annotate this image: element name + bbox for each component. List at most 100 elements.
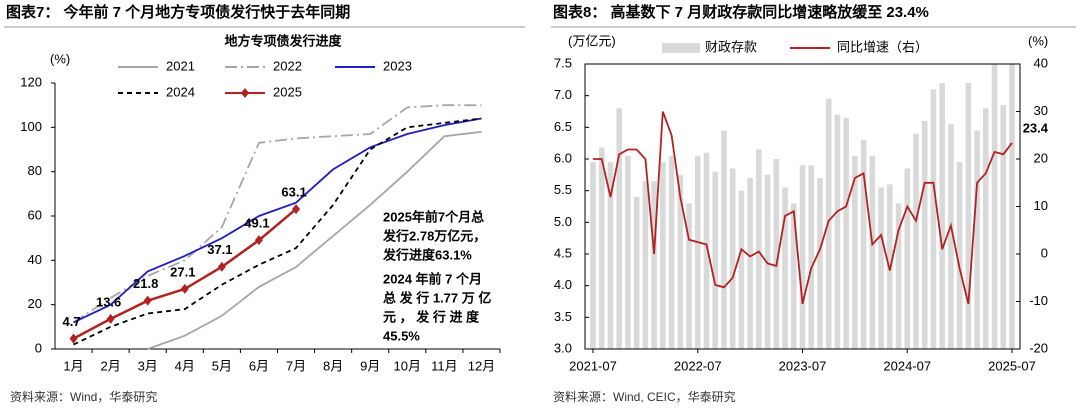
y-axis-label: (万亿元) [568,33,616,48]
bar [808,165,815,349]
x-tick-label: 2024-07 [883,358,931,373]
bar [756,149,762,349]
y-tick-label: 5.5 [554,182,572,197]
y-tick-label: 5.0 [554,214,572,229]
annotation: 发行进度63.1% [382,247,472,262]
x-tick-label: 8月 [323,358,343,373]
bar [782,187,788,349]
x-tick-label: 12月 [468,358,495,373]
y2-tick-label: -20 [1029,340,1048,355]
bar [956,162,963,349]
data-label: 4.7 [63,314,81,329]
bar [1000,105,1007,350]
legend-label: 同比增速（右） [837,39,928,54]
y-tick-label: 3.5 [554,309,572,324]
y-tick-label: 6.5 [554,119,572,134]
y2-tick-label: 20 [1034,150,1048,165]
source: 资料来源：Wind, CEIC，华泰研究 [553,389,736,404]
x-tick-label: 2021-07 [569,358,617,373]
bar [921,121,928,349]
bar [712,171,719,349]
bar [913,133,919,349]
bar [930,89,937,349]
bar [991,64,998,349]
bar [799,165,806,349]
bar [764,174,771,349]
y2-axis-label: (%) [1028,33,1048,48]
x-tick-label: 4月 [175,358,195,373]
point-marker [254,235,263,246]
point-marker [292,204,301,215]
x-tick-label: 1月 [63,358,83,373]
point-marker [180,283,189,294]
data-label: 21.8 [133,276,158,291]
bar [651,181,657,349]
x-tick-label: 3月 [138,358,158,373]
bar [694,155,701,349]
y2-tick-label: 10 [1034,198,1048,213]
y-axis-label: (%) [50,51,70,66]
bar [852,155,858,349]
bar [616,108,622,349]
series-line [73,117,482,324]
bar [729,168,736,349]
bar [790,203,797,349]
chart-title: 图表7： 今年前 7 个月地方专项债发行快于去年同期 [6,3,350,21]
annotation: 2024 年前 7 个月 [383,271,482,286]
data-label: 27.1 [170,264,195,279]
y-tick-label: 6.0 [554,150,572,165]
bar [860,140,867,349]
chart-title: 图表8： 高基数下 7 月财政存款同比增速略放缓至 23.4% [553,3,929,21]
legend-label: 2025 [273,84,302,99]
point-marker [106,313,115,324]
y-tick-label: 7.0 [554,87,572,102]
y-tick-label: 3.0 [554,340,572,355]
data-label: 63.1 [281,185,306,200]
series-line [593,111,1013,305]
y-tick-label: 7.5 [554,55,572,70]
y-tick-label: 120 [20,74,42,89]
bar [983,108,989,349]
bar [738,190,745,349]
bar [965,83,972,349]
y-tick-label: 4.0 [554,277,572,292]
y-tick-label: 0 [35,340,42,355]
y-tick-label: 80 [28,163,42,178]
legend-marker [241,88,249,98]
chart-subtitle: 地方专项债发行进度 [224,33,342,48]
bar [633,197,640,349]
annotation: 2025年前7个月总 [383,209,484,224]
bar [895,203,902,349]
y2-tick-label: 30 [1034,103,1048,118]
series-line [73,117,482,346]
bar [686,203,692,349]
x-tick-label: 10月 [394,358,421,373]
x-tick-label: 2025-07 [988,358,1036,373]
bar [677,174,684,349]
y2-tick-label: 40 [1034,55,1048,70]
y-tick-label: 100 [20,119,42,134]
bar [625,155,631,349]
bar [817,178,823,349]
data-label: 49.1 [244,216,269,231]
data-label: 23.4 [1023,120,1049,135]
y-tick-label: 4.5 [554,245,572,260]
bar [642,181,649,349]
x-tick-label: 2023-07 [779,358,827,373]
data-label: 37.1 [207,242,232,257]
bar [1009,64,1015,349]
legend-label: 财政存款 [705,39,757,54]
x-tick-label: 2月 [101,358,121,373]
bar [939,83,945,349]
x-tick-label: 9月 [360,358,380,373]
bar [721,130,727,349]
series-line [73,104,482,324]
bar [843,117,849,349]
legend-swatch [662,43,700,53]
annotation: 45.5% [383,328,420,343]
annotation: 元 ， 发 行 进 度 [383,309,480,324]
bar [747,178,753,349]
annotation: 发行2.78万亿元， [382,228,486,243]
y-tick-label: 20 [28,296,42,311]
